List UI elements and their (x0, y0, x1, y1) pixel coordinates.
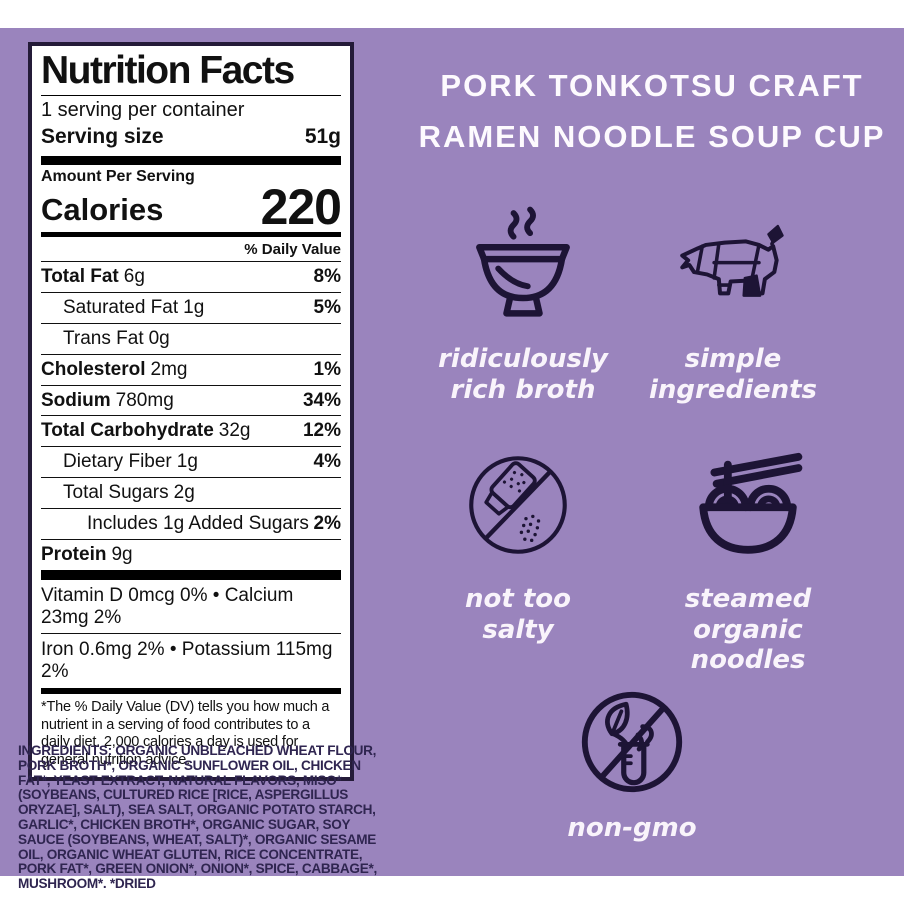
nutrient-row-sodium: Sodium 780mg 34% (41, 384, 341, 416)
nutrient-name: Total Carbohydrate (41, 420, 214, 442)
nutrient-dv: 1% (313, 358, 341, 380)
feature-steamed-noodles: steamed organic noodles (633, 446, 863, 676)
nutrient-amount: 1g (183, 297, 205, 319)
pig-butcher-cuts-icon (628, 206, 838, 324)
nutrient-name: Trans Fat (63, 327, 144, 349)
nutrient-dv: 8% (313, 266, 341, 288)
nutrient-amount: 780mg (115, 389, 174, 411)
thick-divider (41, 155, 341, 165)
nutrient-row-dietary-fiber: Dietary Fiber 1g 4% (41, 446, 341, 477)
nutrient-amount: 9g (111, 543, 133, 565)
nutrient-row-cholesterol: Cholesterol 2mg 1% (41, 353, 341, 385)
nutrient-dv: 34% (302, 389, 341, 411)
feature-caption: simple ingredients (648, 344, 818, 405)
nutrient-amount: 2g (173, 482, 195, 504)
micronutrient-row-iron-potassium: Iron 0.6mg 2% • Potassium 115mg 2% (41, 633, 341, 688)
calories-row: Calories 220 (41, 178, 342, 235)
product-title: PORK TONKOTSU CRAFT RAMEN NOODLE SOUP CU… (400, 60, 904, 162)
noodle-bowl-icon (633, 446, 863, 564)
feature-caption: ridiculously rich broth (438, 344, 608, 405)
nutrient-row-total-fat: Total Fat 6g 8% (41, 261, 341, 292)
daily-value-footnote: *The % Daily Value (DV) tells you how mu… (41, 699, 330, 768)
feature-non-gmo: non-gmo (527, 683, 737, 844)
nutrient-name: Protein (41, 543, 107, 565)
nutrient-row-saturated-fat: Saturated Fat 1g 5% (41, 292, 341, 323)
serving-size-label: Serving size (41, 124, 164, 148)
nutrient-amount: 32g (218, 420, 251, 442)
nutrient-name: Total Sugars (63, 482, 169, 504)
daily-value-header: % Daily Value (244, 241, 341, 259)
nutrition-facts-label: Nutrition Facts 1 serving per container … (28, 42, 354, 782)
nutrient-name: Saturated Fat (63, 297, 179, 319)
calories-label: Calories (41, 192, 164, 228)
servings-per-container: 1 serving per container (41, 98, 245, 121)
nutrient-amount: 0g (148, 327, 170, 349)
ingredients-text: ORGANIC UNBLEACHED WHEAT FLOUR, PORK BRO… (18, 743, 377, 892)
micronutrient-row-vitd-calcium: Vitamin D 0mcg 0% • Calcium 23mg 2% (41, 584, 294, 628)
product-title-line2: RAMEN NOODLE SOUP CUP (418, 119, 886, 154)
nutrient-name: Cholesterol (41, 358, 146, 380)
nutrient-row-protein: Protein 9g (41, 538, 341, 570)
nutrient-name: Dietary Fiber (63, 451, 172, 473)
nutrient-dv: 4% (313, 451, 341, 473)
nutrient-row-added-sugars: Includes 1g Added Sugars 2% (41, 507, 341, 539)
product-title-line1: PORK TONKOTSU CRAFT (440, 68, 864, 103)
nutrient-dv: 2% (313, 512, 341, 534)
feature-rich-broth: ridiculously rich broth (418, 206, 628, 405)
nutrient-amount: 1g (176, 451, 198, 473)
medium-divider (41, 232, 341, 238)
nutrient-name: Sodium (41, 389, 111, 411)
medium-divider (41, 688, 341, 695)
nutrient-amount: 6g (123, 266, 145, 288)
nutrient-dv: 12% (302, 420, 341, 442)
feature-caption: non-gmo (567, 813, 697, 843)
serving-size-row: Serving size 51g (41, 123, 341, 156)
thick-divider (41, 569, 341, 580)
nutrient-name: Includes 1g Added Sugars (87, 512, 309, 534)
ingredients-label: INGREDIENTS: (18, 743, 112, 758)
amount-per-serving-label: Amount Per Serving (41, 167, 195, 185)
nutrient-row-total-sugars: Total Sugars 2g (41, 477, 341, 508)
product-card-background: Nutrition Facts 1 serving per container … (0, 28, 904, 891)
nutrient-row-trans-fat: Trans Fat 0g (41, 322, 341, 354)
calories-value: 220 (260, 178, 342, 235)
nutrient-name: Total Fat (41, 266, 119, 288)
serving-size-value: 51g (304, 124, 341, 148)
nutrient-amount: 2mg (150, 358, 188, 380)
ingredients-paragraph: INGREDIENTS: ORGANIC UNBLEACHED WHEAT FL… (18, 743, 396, 892)
nutrition-facts-heading: Nutrition Facts (41, 50, 341, 96)
feature-caption: not too salty (464, 584, 571, 645)
feature-simple-ingredients: simple ingredients (628, 206, 838, 405)
feature-caption: steamed organic noodles (684, 584, 812, 676)
non-gmo-icon (527, 683, 737, 801)
feature-not-too-salty: not too salty (413, 446, 623, 645)
nutrient-row-total-carbohydrate: Total Carbohydrate 32g 12% (41, 415, 341, 446)
steaming-bowl-icon (418, 206, 628, 324)
nutrient-dv: 5% (313, 297, 341, 319)
no-salt-icon (413, 446, 623, 564)
